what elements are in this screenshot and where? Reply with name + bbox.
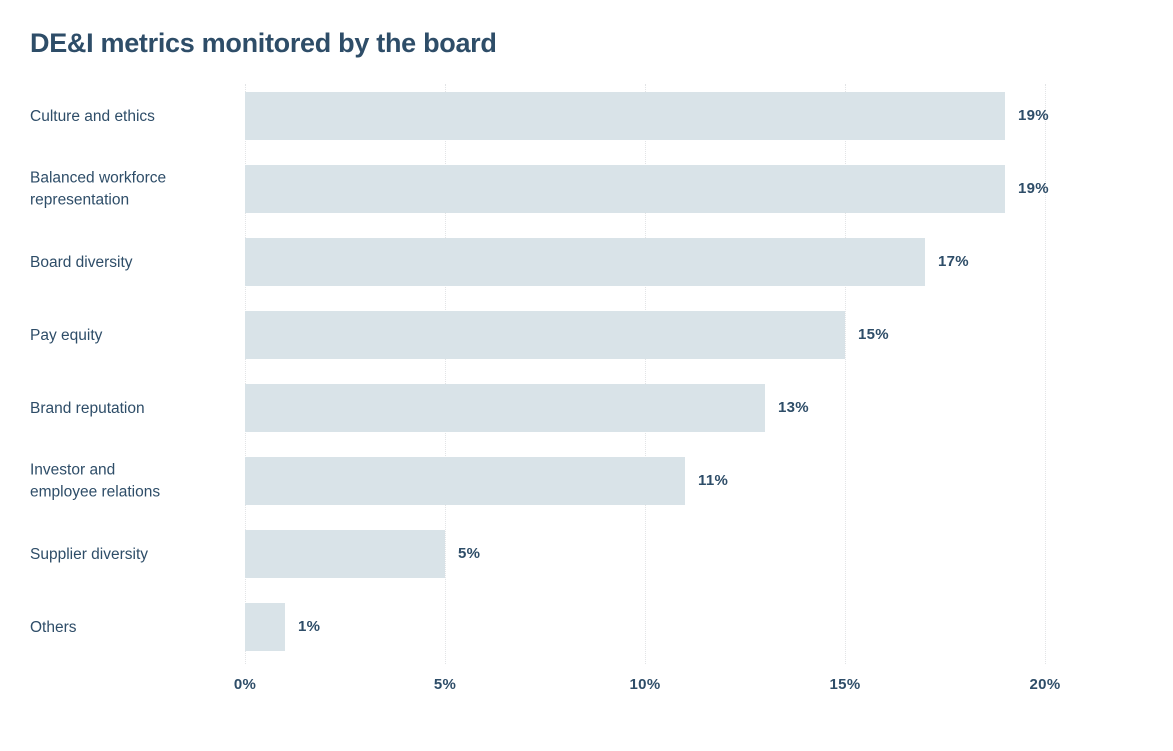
bar-value-label: 19% [1018,107,1049,124]
bar [245,238,925,286]
bar [245,311,845,359]
category-label: Supplier diversity [30,545,149,563]
gridline-15% [845,84,846,664]
bar-row: Pay equity 15% [0,299,1173,372]
category-label: Others [30,618,77,636]
bar-value-label: 5% [458,545,481,562]
bar [245,92,1005,140]
x-axis-tick-label: 20% [1029,676,1061,693]
bar-row: Supplier diversity 5% [0,518,1173,591]
bar-value-label: 19% [1018,180,1049,197]
category-label: Board diversity [30,253,133,271]
gridline-20% [1045,84,1046,664]
bar [245,457,685,505]
bar-chart: Culture and ethics 19% Balanced workforce … [0,80,1173,751]
gridline-10% [645,84,646,664]
bar [245,603,285,651]
bar-value-label: 17% [938,253,969,270]
x-axis-tick-label: 5% [433,676,457,693]
category-label: Pay equity [30,326,103,344]
bar [245,530,445,578]
category-label: Investor and employee relations [30,461,161,501]
category-label: Culture and ethics [30,107,155,125]
gridline-5% [445,84,446,664]
bar-row: Brand reputation 13% [0,372,1173,445]
bar [245,165,1005,213]
category-label: Balanced workforce representation [30,169,167,209]
category-label: Brand reputation [30,399,145,417]
bar-value-label: 15% [858,326,889,343]
x-axis-tick-label: 0% [233,676,257,693]
x-axis-tick-label: 10% [629,676,661,693]
bar [245,384,765,432]
bar-row: Balanced workforce representation 19% [0,153,1173,226]
chart-title: DE&I metrics monitored by the board [30,28,497,58]
bar-row: Others 1% [0,591,1173,664]
bar-row: Board diversity 17% [0,226,1173,299]
bar-value-label: 1% [298,618,321,635]
bar-value-label: 11% [698,472,729,489]
gridline-0% [245,84,246,664]
x-axis-tick-label: 15% [829,676,861,693]
bar-row: Investor and employee relations 11% [0,445,1173,518]
bar-value-label: 13% [778,399,809,416]
bar-row: Culture and ethics 19% [0,80,1173,153]
